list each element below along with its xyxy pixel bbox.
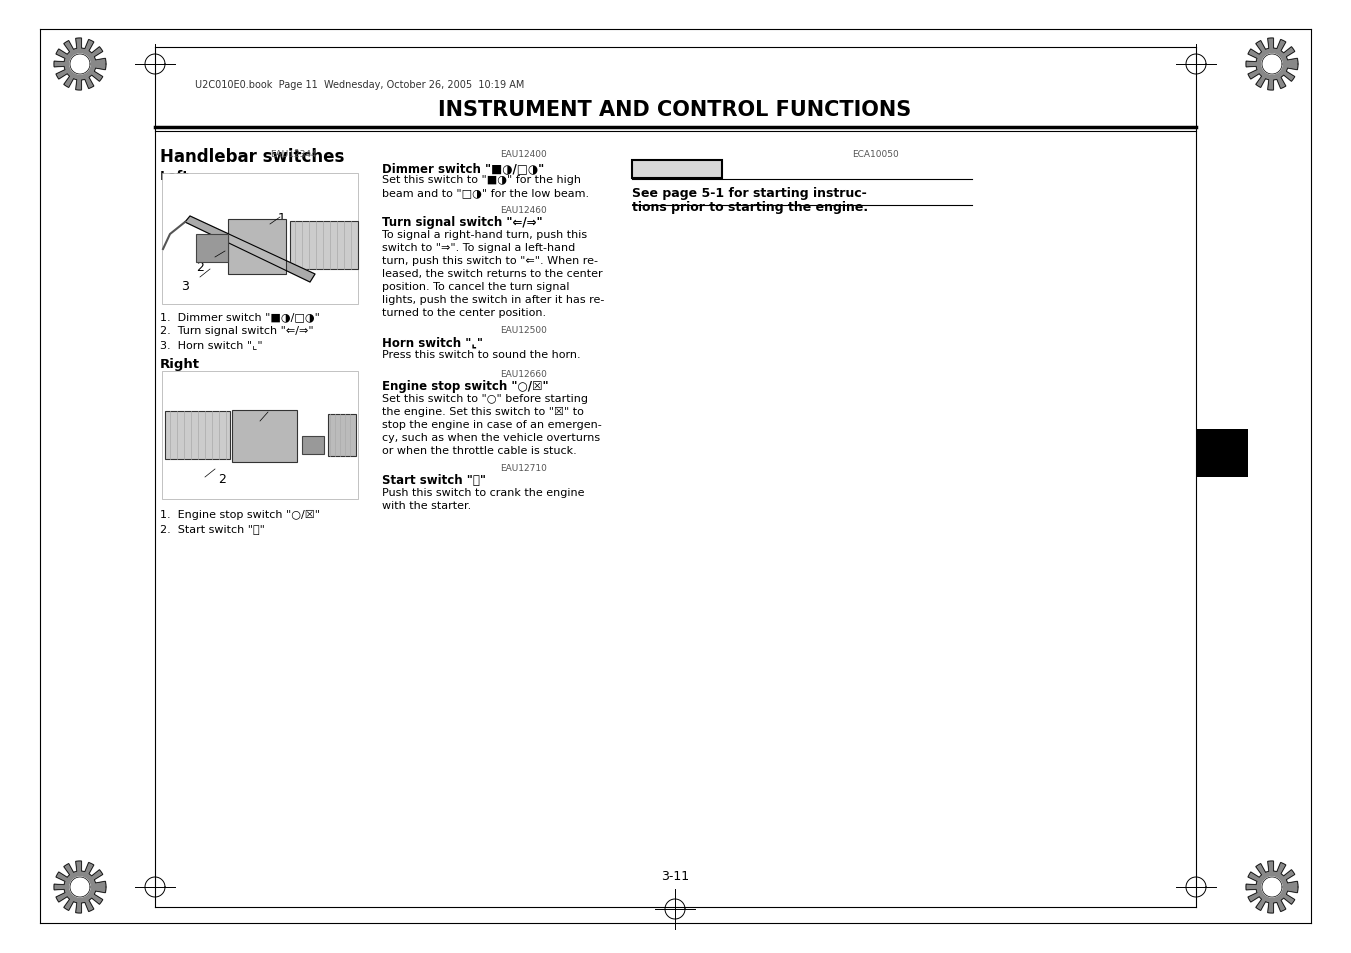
Text: Right: Right	[159, 357, 200, 371]
Text: Handlebar switches: Handlebar switches	[159, 148, 345, 166]
Text: CAUTION:: CAUTION:	[636, 162, 704, 174]
Bar	[328, 415, 357, 456]
Text: Start switch "ⓢ": Start switch "ⓢ"	[382, 474, 486, 486]
Text: 2: 2	[218, 473, 226, 485]
Text: To signal a right-hand turn, push this: To signal a right-hand turn, push this	[382, 230, 588, 240]
Polygon shape	[70, 55, 91, 75]
Text: 2.  Start switch "ⓢ": 2. Start switch "ⓢ"	[159, 523, 265, 534]
Text: lights, push the switch in after it has re-: lights, push the switch in after it has …	[382, 294, 604, 305]
Polygon shape	[1246, 862, 1298, 913]
Text: tions prior to starting the engine.: tions prior to starting the engine.	[632, 201, 869, 213]
Text: or when the throttle cable is stuck.: or when the throttle cable is stuck.	[382, 446, 577, 456]
Text: Horn switch "⌞": Horn switch "⌞"	[382, 335, 484, 349]
Text: 3-11: 3-11	[661, 869, 689, 882]
Text: switch to "⇒". To signal a left-hand: switch to "⇒". To signal a left-hand	[382, 243, 576, 253]
Text: position. To cancel the turn signal: position. To cancel the turn signal	[382, 282, 570, 292]
Text: 1.  Engine stop switch "○/☒": 1. Engine stop switch "○/☒"	[159, 510, 320, 519]
Bar	[232, 411, 297, 462]
Bar	[1196, 430, 1248, 477]
Bar	[196, 234, 228, 263]
Text: stop the engine in case of an emergen-: stop the engine in case of an emergen-	[382, 419, 601, 430]
Text: 3: 3	[1216, 460, 1229, 479]
Text: Dimmer switch "■◑/□◑": Dimmer switch "■◑/□◑"	[382, 162, 544, 174]
Text: EAU12500: EAU12500	[500, 326, 547, 335]
Bar	[165, 412, 230, 459]
Text: EAU12344: EAU12344	[270, 150, 316, 159]
Text: 1: 1	[278, 212, 286, 225]
Text: 3.  Horn switch "⌞": 3. Horn switch "⌞"	[159, 339, 262, 350]
Text: EAU12460: EAU12460	[500, 206, 547, 214]
Text: with the starter.: with the starter.	[382, 500, 471, 511]
Text: Push this switch to crank the engine: Push this switch to crank the engine	[382, 488, 585, 497]
Text: 2.  Turn signal switch "⇐/⇒": 2. Turn signal switch "⇐/⇒"	[159, 326, 313, 335]
Polygon shape	[70, 877, 91, 897]
Bar	[228, 220, 286, 274]
Text: 1.  Dimmer switch "■◑/□◑": 1. Dimmer switch "■◑/□◑"	[159, 312, 320, 322]
Text: Turn signal switch "⇐/⇒": Turn signal switch "⇐/⇒"	[382, 215, 543, 229]
Text: See page 5-1 for starting instruc-: See page 5-1 for starting instruc-	[632, 187, 867, 200]
Polygon shape	[1246, 39, 1298, 91]
Polygon shape	[1262, 55, 1282, 75]
Text: 1: 1	[276, 413, 282, 426]
Text: turn, push this switch to "⇐". When re-: turn, push this switch to "⇐". When re-	[382, 255, 598, 266]
Text: Press this switch to sound the horn.: Press this switch to sound the horn.	[382, 350, 581, 359]
Text: U2C010E0.book  Page 11  Wednesday, October 26, 2005  10:19 AM: U2C010E0.book Page 11 Wednesday, October…	[195, 80, 524, 90]
Text: Set this switch to "○" before starting: Set this switch to "○" before starting	[382, 394, 588, 403]
Text: turned to the center position.: turned to the center position.	[382, 308, 546, 317]
Text: Engine stop switch "○/☒": Engine stop switch "○/☒"	[382, 379, 549, 393]
Text: Left: Left	[159, 170, 189, 183]
Bar	[162, 173, 358, 305]
Polygon shape	[54, 39, 105, 91]
Text: EAU12660: EAU12660	[500, 370, 547, 378]
Text: leased, the switch returns to the center: leased, the switch returns to the center	[382, 269, 603, 278]
Bar	[290, 222, 358, 270]
Text: ECA10050: ECA10050	[852, 150, 898, 159]
Text: 3: 3	[181, 280, 189, 293]
Text: EAU12710: EAU12710	[500, 463, 547, 473]
Bar	[303, 436, 324, 455]
Text: Set this switch to "■◑" for the high: Set this switch to "■◑" for the high	[382, 174, 581, 185]
Text: INSTRUMENT AND CONTROL FUNCTIONS: INSTRUMENT AND CONTROL FUNCTIONS	[438, 100, 912, 120]
Text: 2: 2	[196, 261, 204, 274]
Polygon shape	[54, 862, 105, 913]
Text: EAU12400: EAU12400	[500, 150, 547, 159]
Text: cy, such as when the vehicle overturns: cy, such as when the vehicle overturns	[382, 433, 600, 442]
Text: beam and to "□◑" for the low beam.: beam and to "□◑" for the low beam.	[382, 188, 589, 198]
Polygon shape	[1262, 877, 1282, 897]
Text: the engine. Set this switch to "☒" to: the engine. Set this switch to "☒" to	[382, 407, 584, 416]
Polygon shape	[185, 216, 315, 283]
Bar	[162, 372, 358, 499]
Bar	[632, 161, 721, 179]
